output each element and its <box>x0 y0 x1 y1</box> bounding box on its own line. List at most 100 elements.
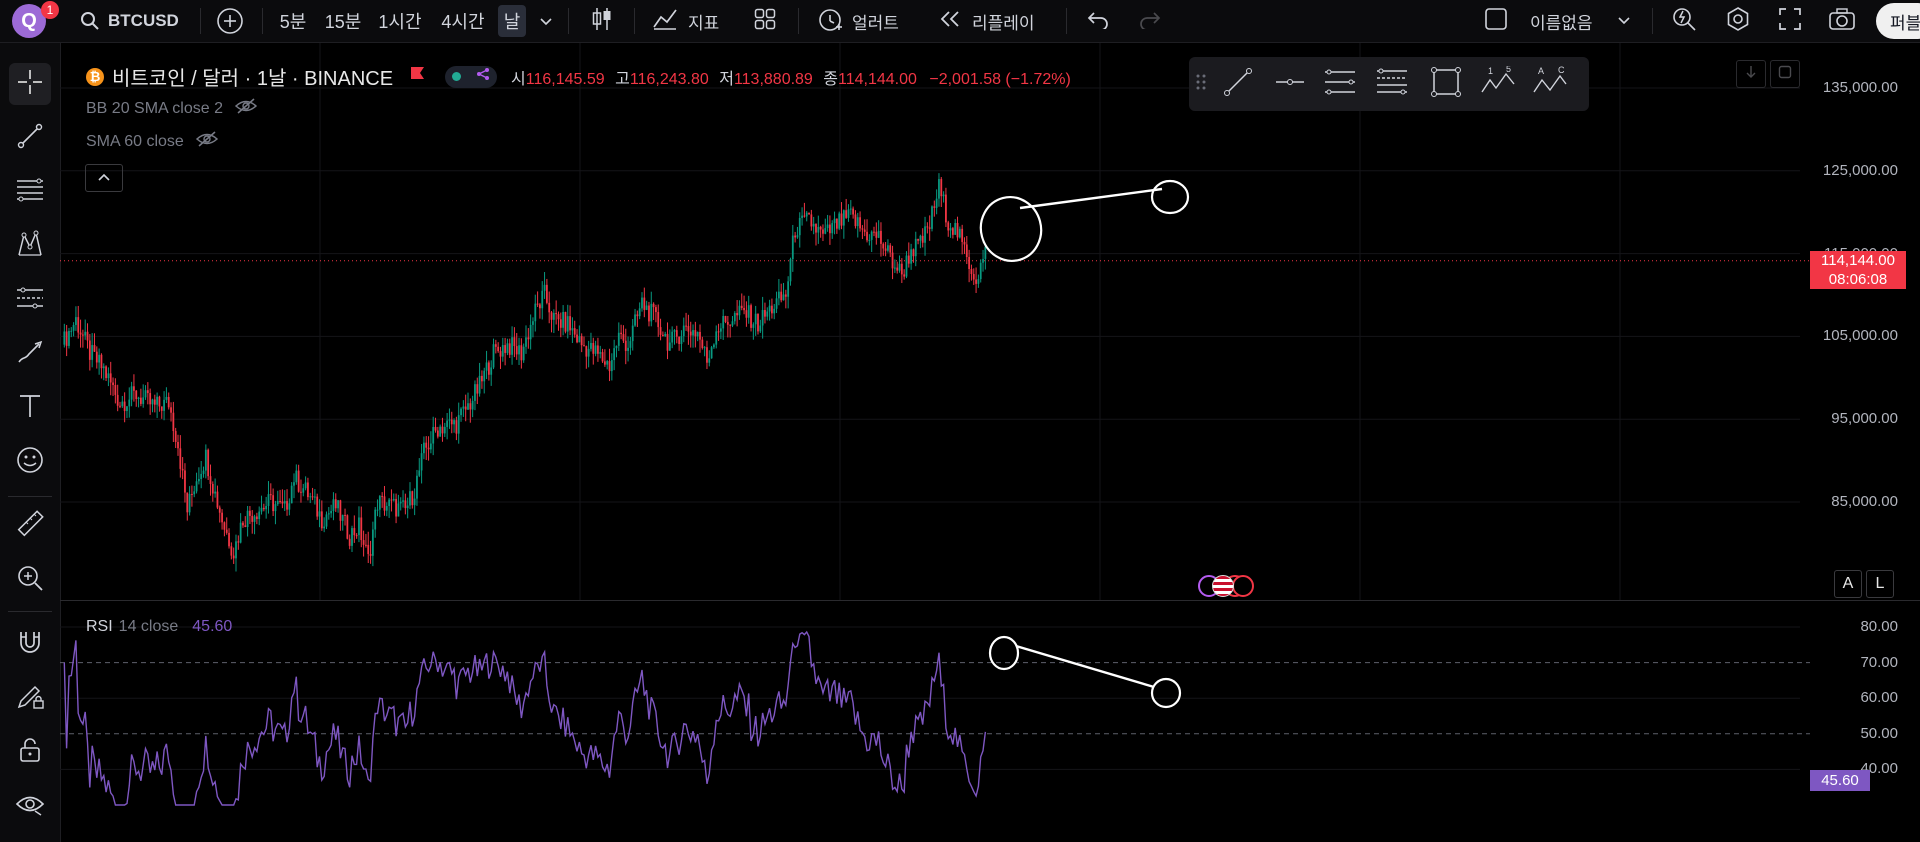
ruler-icon <box>15 509 45 544</box>
quick-search-button[interactable] <box>1666 5 1702 37</box>
move-pane-down-button[interactable] <box>1736 60 1766 88</box>
price-chart[interactable] <box>60 43 1920 600</box>
zoom-tool[interactable] <box>9 559 51 601</box>
hidden-eye-icon[interactable] <box>234 98 258 119</box>
rsi-chart[interactable] <box>60 601 1920 842</box>
candle-body <box>627 347 629 351</box>
candle-body <box>418 470 421 476</box>
indicators-icon <box>652 7 678 36</box>
candle-body <box>768 305 771 312</box>
timeframe-dropdown[interactable] <box>530 5 562 37</box>
bb-indicator-legend[interactable]: BB 20 SMA close 2 <box>86 98 258 119</box>
collapse-legend-button[interactable] <box>85 164 123 192</box>
maximize-pane-button[interactable] <box>1770 60 1800 88</box>
crosshair-tool[interactable] <box>9 63 51 105</box>
magnet-tool[interactable] <box>9 623 51 665</box>
candle-body <box>116 394 119 406</box>
candle-body <box>432 426 435 444</box>
brush-tool[interactable] <box>9 333 51 375</box>
snapshot-button[interactable] <box>1824 5 1860 37</box>
candle-body <box>801 215 803 218</box>
us-flag-icon[interactable] <box>1212 575 1234 597</box>
candle-body <box>506 343 509 353</box>
event-icon[interactable] <box>1232 575 1254 597</box>
candle-body <box>235 541 237 559</box>
pattern-tool[interactable] <box>9 225 51 267</box>
candle-body <box>900 263 903 275</box>
indicators-button[interactable]: 지표 <box>652 0 719 42</box>
symbol-search[interactable]: BTCUSD <box>80 0 179 42</box>
candle-body <box>829 224 831 234</box>
draw-horizontal-ray-button[interactable] <box>1271 65 1309 103</box>
redo-button[interactable] <box>1132 5 1168 37</box>
candle-body <box>156 396 159 405</box>
emoji-tool[interactable] <box>9 441 51 483</box>
draw-parallel-channel-button[interactable] <box>1321 65 1359 103</box>
compare-add-button[interactable] <box>216 0 244 42</box>
candle-body <box>272 495 275 512</box>
candle-body <box>905 255 908 277</box>
drag-handle[interactable] <box>1191 65 1211 103</box>
timeframe-1h[interactable]: 1시간 <box>372 5 428 37</box>
candle-body <box>318 511 321 517</box>
lock-tool[interactable] <box>9 731 51 773</box>
candle-body <box>555 313 558 315</box>
auto-scale-button[interactable]: A <box>1834 570 1862 598</box>
candle-body <box>710 347 713 359</box>
chart-type-button[interactable] <box>584 5 620 37</box>
candle-body <box>729 324 732 326</box>
candle-body <box>295 470 298 483</box>
timeframe-4h[interactable]: 4시간 <box>434 5 492 37</box>
timeframe-1d[interactable]: 날 <box>498 5 526 37</box>
alert-button[interactable]: 얼러트 <box>816 0 899 42</box>
draw-fib-retracement-button[interactable] <box>1373 65 1411 103</box>
economic-events-icons[interactable] <box>1198 573 1262 599</box>
avatar[interactable]: Q <box>12 4 46 38</box>
candle-body <box>443 426 446 434</box>
visibility-tool[interactable] <box>9 785 51 827</box>
templates-button[interactable] <box>748 5 782 37</box>
status-pill[interactable] <box>445 65 498 88</box>
candle-body <box>678 336 681 345</box>
candle-body <box>165 396 168 400</box>
candle-body <box>232 555 235 559</box>
candle-body <box>249 510 251 516</box>
timeframe-5m[interactable]: 5분 <box>272 5 314 37</box>
draw-rectangle-button[interactable] <box>1427 65 1465 103</box>
candle-body <box>791 235 794 260</box>
candle-body <box>921 235 924 243</box>
candle-body <box>580 336 583 346</box>
price-axis-label: 95,000.00 <box>1831 410 1898 428</box>
candle-body <box>158 396 161 407</box>
candle-body <box>381 496 384 498</box>
trend-line-tool[interactable] <box>9 117 51 159</box>
candle-body <box>474 384 476 401</box>
undo-button[interactable] <box>1080 5 1116 37</box>
log-scale-button[interactable]: L <box>1866 570 1894 598</box>
timeframe-15m[interactable]: 15분 <box>318 5 368 37</box>
lock-drawings-tool[interactable] <box>9 677 51 719</box>
fib-tool[interactable] <box>9 171 51 213</box>
sma-indicator-legend[interactable]: SMA 60 close <box>86 131 218 152</box>
candle-body <box>673 330 676 332</box>
pane-divider[interactable] <box>60 600 1920 601</box>
hidden-eye-icon[interactable] <box>195 131 218 152</box>
prediction-tool[interactable] <box>9 279 51 321</box>
symbol-legend[interactable]: ₿ 비트코인 / 달러 · 1날 · BINANCE 시116,145.59 고… <box>86 62 1071 91</box>
candle-body <box>383 496 386 511</box>
layout-select-button[interactable] <box>1478 5 1514 37</box>
replay-button[interactable]: 리플레이 <box>938 0 1035 42</box>
rsi-legend[interactable]: RSI 14 close 45.60 <box>86 618 232 636</box>
settings-button[interactable] <box>1720 5 1756 37</box>
fullscreen-button[interactable] <box>1772 5 1808 37</box>
draw-trend-line-button[interactable] <box>1219 65 1257 103</box>
measure-tool[interactable] <box>9 505 51 547</box>
layout-name-button[interactable]: 이름없음 <box>1530 0 1631 42</box>
publish-button[interactable]: 퍼블 <box>1876 3 1920 39</box>
text-tool[interactable] <box>9 387 51 429</box>
candle-body <box>887 245 889 251</box>
candle-body <box>397 503 400 517</box>
candle-body <box>501 345 504 357</box>
